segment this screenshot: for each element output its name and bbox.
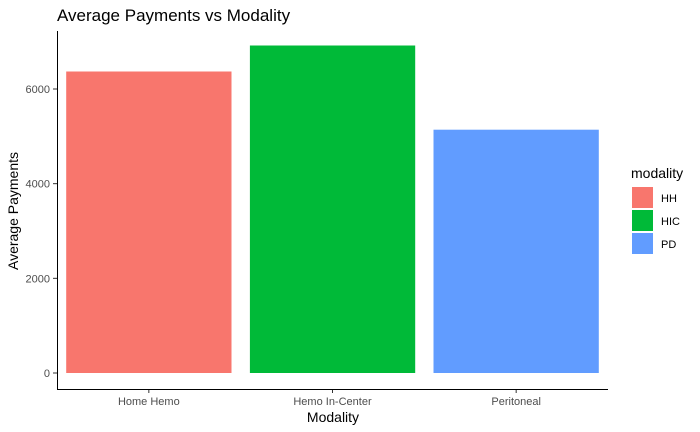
bars-group xyxy=(66,45,599,373)
y-tick-label: 0 xyxy=(44,368,50,380)
bar-peritoneal xyxy=(433,129,599,373)
y-tick-label: 4000 xyxy=(26,179,50,191)
x-tick-label: Peritoneal xyxy=(491,396,541,408)
chart-title: Average Payments vs Modality xyxy=(57,6,291,25)
y-axis-ticks: 0 2000 4000 6000 xyxy=(26,84,57,380)
legend-swatch-pd xyxy=(632,233,653,254)
legend-label-pd: PD xyxy=(661,239,676,251)
x-axis-ticks: Home Hemo Hemo In-Center Peritoneal xyxy=(118,389,541,408)
y-tick-label: 6000 xyxy=(26,84,50,96)
y-axis-title: Average Payments xyxy=(5,152,21,270)
legend-label-hh: HH xyxy=(661,193,677,205)
x-axis-title: Modality xyxy=(307,409,359,425)
bar-hemo-in-center xyxy=(249,45,416,373)
legend-title: modality xyxy=(631,165,683,181)
legend-swatch-hh xyxy=(632,187,653,208)
bar-home-hemo xyxy=(66,71,232,373)
x-tick-label: Home Hemo xyxy=(118,396,180,408)
legend-items: HH HIC PD xyxy=(632,187,680,254)
x-tick-label: Hemo In-Center xyxy=(293,396,372,408)
legend: modality HH HIC PD xyxy=(631,165,683,254)
legend-label-hic: HIC xyxy=(661,216,680,228)
legend-swatch-hic xyxy=(632,210,653,231)
y-tick-label: 2000 xyxy=(26,273,50,285)
